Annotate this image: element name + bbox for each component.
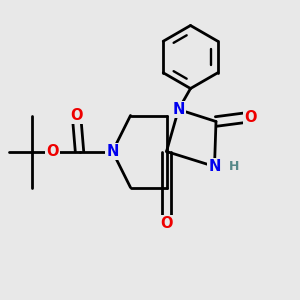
Text: O: O: [70, 108, 83, 123]
Text: H: H: [229, 160, 239, 173]
Text: O: O: [160, 216, 173, 231]
Text: O: O: [244, 110, 257, 124]
Text: O: O: [46, 144, 59, 159]
Text: N: N: [208, 159, 221, 174]
Text: N: N: [172, 102, 185, 117]
Text: N: N: [106, 144, 119, 159]
